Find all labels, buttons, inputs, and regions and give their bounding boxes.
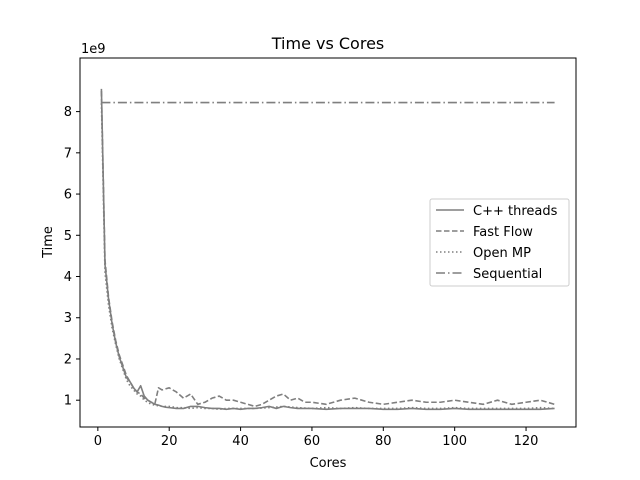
legend-label-open-mp: Open MP	[473, 246, 531, 261]
chart-title: Time vs Cores	[271, 34, 385, 53]
legend-box	[429, 198, 570, 287]
y-tick-label: 5	[64, 229, 72, 244]
y-tick-label: 7	[64, 146, 72, 161]
x-tick-label: 120	[514, 434, 539, 449]
x-tick-label: 60	[304, 434, 321, 449]
x-tick-label: 80	[375, 434, 392, 449]
x-tick-label: 40	[232, 434, 249, 449]
series-layer	[100, 88, 555, 411]
legend-label-c-threads: C++ threads	[473, 204, 558, 219]
y-axis-label: Time	[41, 226, 56, 259]
y-tick-label: 6	[64, 188, 72, 203]
y-tick-label: 8	[64, 105, 72, 120]
y-tick-label: 3	[64, 311, 72, 326]
y-tick-label: 2	[64, 352, 72, 367]
x-axis-label: Cores	[310, 456, 347, 471]
y-tick-label: 1	[64, 394, 72, 409]
x-tick-label: 0	[94, 434, 102, 449]
plot-frame	[79, 57, 577, 428]
y-tick-label: 4	[64, 270, 72, 285]
x-tick-label: 20	[161, 434, 178, 449]
x-tick-label: 100	[442, 434, 467, 449]
legend-label-sequential: Sequential	[473, 267, 542, 282]
legend: C++ threads Fast Flow Open MP Sequential	[429, 198, 570, 287]
series-line-fast-flow	[100, 90, 555, 408]
x-axis: 0 20 40 60 80 100 120	[94, 427, 539, 449]
y-axis: 1 2 3 4 5 6 7 8	[64, 105, 80, 409]
y-exponent-label: 1e9	[81, 42, 106, 57]
legend-label-fast-flow: Fast Flow	[473, 225, 533, 240]
